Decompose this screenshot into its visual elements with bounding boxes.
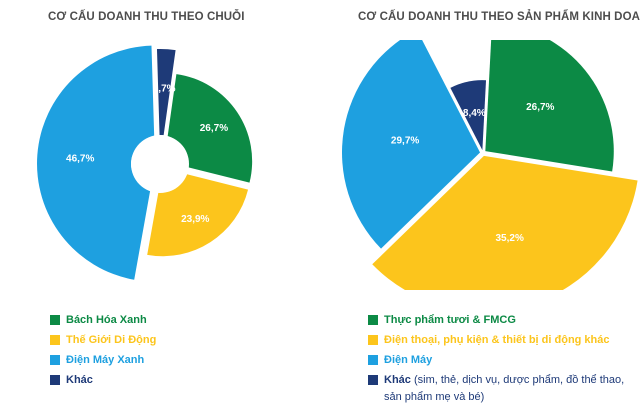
pie-slice-thuc-pham-tuoi-fmcg — [485, 40, 614, 172]
legend-label: Thực phẩm tươi & FMCG — [384, 314, 516, 326]
legend-swatch — [368, 315, 378, 325]
legend-label: Điện Máy — [384, 354, 433, 366]
pie-slice-dien-may — [342, 40, 481, 249]
chart-panel-product: CƠ CẤU DOANH THU THEO SẢN PHẨM KINH DOAN… — [320, 0, 640, 409]
rose-pie-chart: 26,7% 35,2% 29,7% 8,4% — [342, 40, 638, 290]
slice-value-label: 8,4% — [463, 108, 486, 119]
legend-item: Thế Giới Di Động — [50, 332, 156, 349]
legend-label: Thế Giới Di Động — [66, 334, 157, 346]
legend-swatch — [50, 375, 60, 385]
donut-chart: 26,7% 23,9% 46,7% 2,7% — [37, 45, 253, 280]
pie-slice-khac — [156, 49, 176, 136]
legend-label: Khác — [66, 374, 93, 386]
legend-item: Khác (sim, thẻ, dịch vụ, dược phẩm, đồ t… — [368, 372, 630, 406]
pie-slice-the-gioi-di-dong — [147, 174, 249, 257]
legend-item: Bách Hóa Xanh — [50, 312, 156, 329]
slice-value-label: 23,9% — [181, 214, 209, 225]
chart-title: CƠ CẤU DOANH THU THEO SẢN PHẨM KINH DOAN… — [358, 11, 640, 23]
legend-item: Điện Máy Xanh — [50, 352, 156, 369]
slice-value-label: 26,7% — [200, 123, 228, 134]
chart-title: CƠ CẤU DOANH THU THEO CHUỖI — [48, 11, 245, 23]
pie-slice-dien-may-xanh — [37, 45, 155, 280]
chart-legend: Thực phẩm tươi & FMCG Điện thoại, phụ kiệ… — [368, 312, 630, 409]
legend-item: Khác — [50, 372, 156, 389]
legend-label: Bách Hóa Xanh — [66, 314, 147, 326]
legend-swatch — [50, 315, 60, 325]
legend-item: Điện Máy — [368, 352, 630, 369]
legend-item: Điện thoại, phụ kiện & thiết bị di động … — [368, 332, 630, 349]
legend-note: (sim, thẻ, dịch vụ, dược phẩm, đồ thể th… — [384, 374, 625, 403]
legend-swatch — [368, 355, 378, 365]
slice-value-label: 2,7% — [153, 84, 176, 95]
pie-slice-bach-hoa-xanh — [167, 74, 253, 183]
chart-panel-chain: CƠ CẤU DOANH THU THEO CHUỖI 26,7% 23,9% 46… — [37, 11, 253, 392]
legend-swatch — [50, 335, 60, 345]
slice-value-label: 35,2% — [495, 233, 523, 244]
donut-hole — [131, 135, 189, 193]
pie-slice-khac — [450, 80, 487, 151]
legend-label: Điện thoại, phụ kiện & thiết bị di động … — [384, 334, 610, 346]
pie-slice-dien-thoai-phu-kien-thiet-bi-di-dong-khac — [372, 155, 638, 290]
legend-swatch — [50, 355, 60, 365]
slice-value-label: 46,7% — [66, 154, 94, 165]
chart-legend: Bách Hóa Xanh Thế Giới Di Động Điện Máy Xa… — [50, 312, 156, 392]
slice-value-label: 29,7% — [391, 136, 419, 147]
legend-swatch — [368, 375, 378, 385]
slice-value-label: 26,7% — [526, 102, 554, 113]
legend-label: Khác — [384, 374, 411, 386]
legend-label: Điện Máy Xanh — [66, 354, 145, 366]
legend-item: Thực phẩm tươi & FMCG — [368, 312, 630, 329]
legend-swatch — [368, 335, 378, 345]
